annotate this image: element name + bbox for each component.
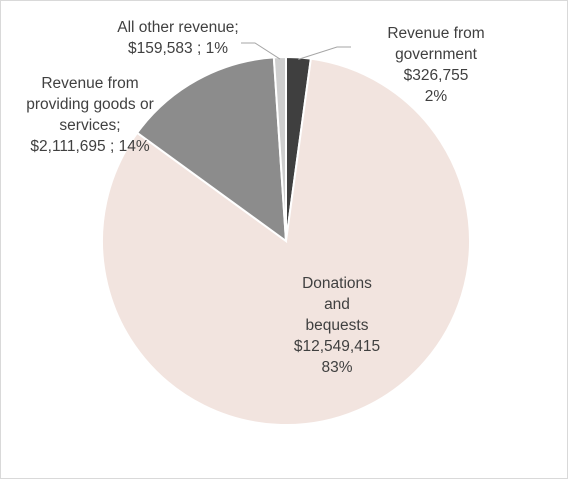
data-label-goods-services: Revenue from providing goods or services… — [26, 75, 154, 155]
pie-slice-goods — [135, 56, 288, 244]
data-label-government: Revenue from government $326,755 2% — [387, 25, 485, 105]
data-label-other-revenue: All other revenue; $159,583 ; 1% — [117, 19, 239, 57]
leader-line-gov — [298, 46, 351, 60]
leader-line-other — [241, 42, 281, 60]
pie-slice-other — [272, 55, 287, 242]
data-label-donations: Donations and bequests $12,549,415 83% — [293, 275, 381, 376]
